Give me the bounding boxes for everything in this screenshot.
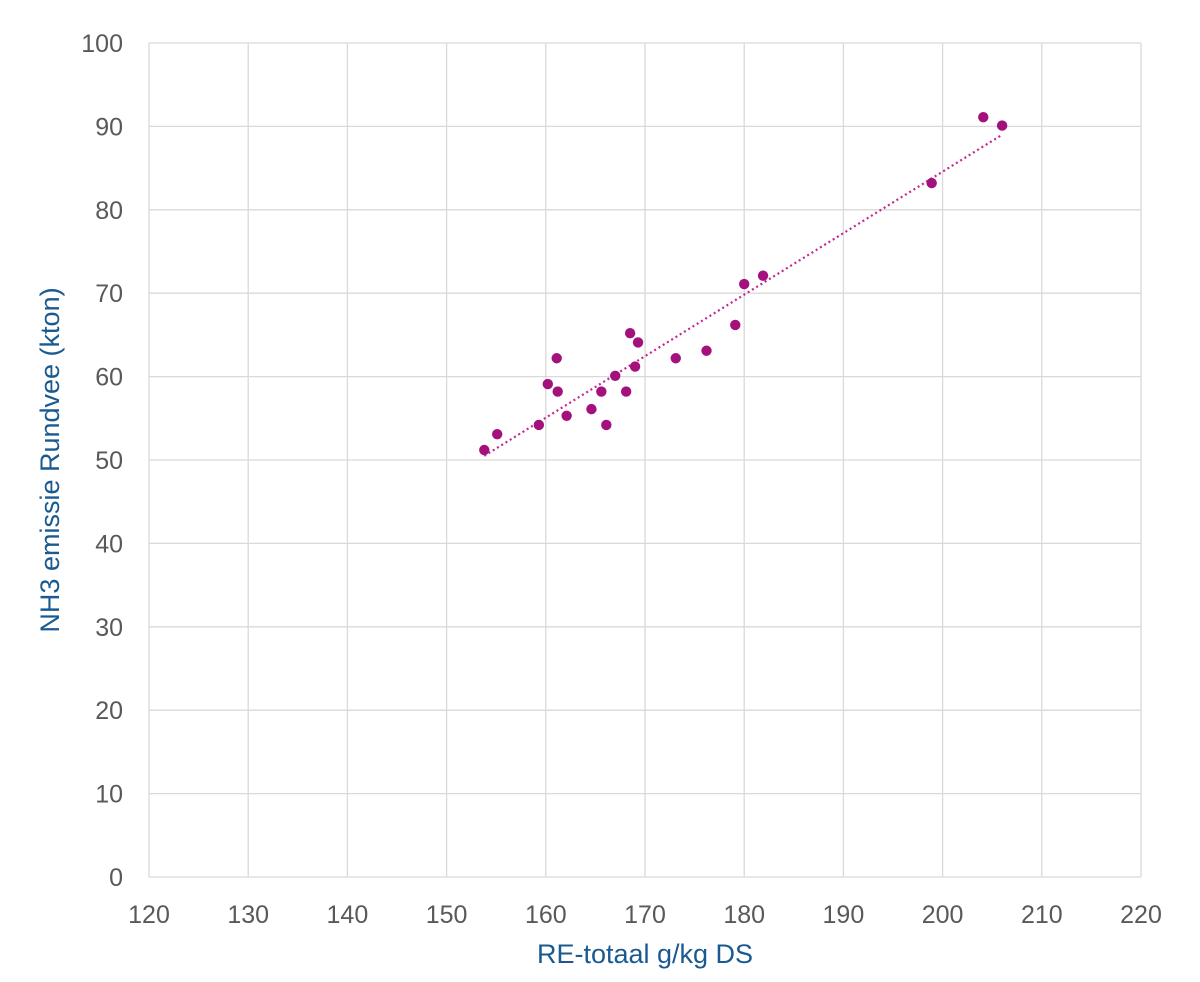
x-tick-label: 170 bbox=[624, 901, 666, 929]
data-point bbox=[926, 177, 937, 189]
data-point bbox=[620, 386, 632, 397]
x-tick-label: 130 bbox=[227, 901, 269, 929]
data-point bbox=[757, 270, 769, 281]
data-point bbox=[739, 278, 750, 290]
y-tick-label: 40 bbox=[95, 530, 123, 558]
x-tick-label: 140 bbox=[327, 901, 369, 929]
y-tick-label: 30 bbox=[95, 614, 123, 642]
gridlines bbox=[148, 42, 1142, 878]
x-tick-label: 210 bbox=[1021, 901, 1063, 929]
y-tick-label: 80 bbox=[95, 197, 123, 225]
y-tick-label: 60 bbox=[95, 364, 123, 392]
y-tick-label: 20 bbox=[95, 697, 123, 725]
data-point bbox=[996, 120, 1008, 131]
x-tick-label: 120 bbox=[128, 901, 170, 929]
data-point bbox=[670, 353, 681, 364]
data-point bbox=[552, 386, 563, 397]
x-tick-label: 160 bbox=[525, 901, 567, 929]
data-point bbox=[491, 428, 503, 440]
data-point bbox=[730, 319, 741, 331]
data-point bbox=[978, 112, 989, 123]
trendline bbox=[483, 133, 1003, 457]
data-point bbox=[624, 328, 636, 339]
x-axis-title: RE-totaal g/kg DS bbox=[537, 939, 753, 969]
data-point bbox=[551, 353, 562, 364]
data-point bbox=[596, 386, 607, 397]
y-tick-label: 50 bbox=[95, 447, 123, 475]
data-point bbox=[533, 419, 545, 431]
data-point bbox=[561, 410, 572, 421]
x-tick-label: 180 bbox=[723, 901, 765, 929]
data-point bbox=[601, 419, 612, 431]
x-tick-label: 220 bbox=[1120, 901, 1162, 929]
x-tick-label: 200 bbox=[922, 901, 964, 929]
data-point bbox=[586, 403, 597, 415]
x-tick-label: 190 bbox=[823, 901, 865, 929]
data-point bbox=[701, 345, 712, 356]
y-tick-label: 10 bbox=[95, 781, 123, 809]
y-tick-label: 70 bbox=[95, 280, 123, 308]
x-axis-tick-labels: 120 130 140 150 160 170 180 190 200 210 220 bbox=[128, 901, 1162, 929]
y-tick-label: 0 bbox=[109, 864, 123, 892]
data-points bbox=[479, 112, 1008, 456]
data-point bbox=[629, 361, 641, 372]
data-point bbox=[610, 370, 621, 381]
y-tick-label: 90 bbox=[95, 113, 123, 141]
data-point bbox=[479, 444, 490, 456]
x-tick-label: 150 bbox=[426, 901, 468, 929]
trendline-group bbox=[483, 133, 1003, 457]
data-point bbox=[632, 337, 644, 348]
data-point bbox=[542, 378, 553, 390]
y-tick-label: 100 bbox=[81, 30, 123, 58]
y-axis-title: NH3 emissie Rundvee (kton) bbox=[35, 287, 65, 632]
y-axis-tick-labels: 0 10 20 30 40 50 60 70 80 90 100 bbox=[81, 30, 123, 892]
